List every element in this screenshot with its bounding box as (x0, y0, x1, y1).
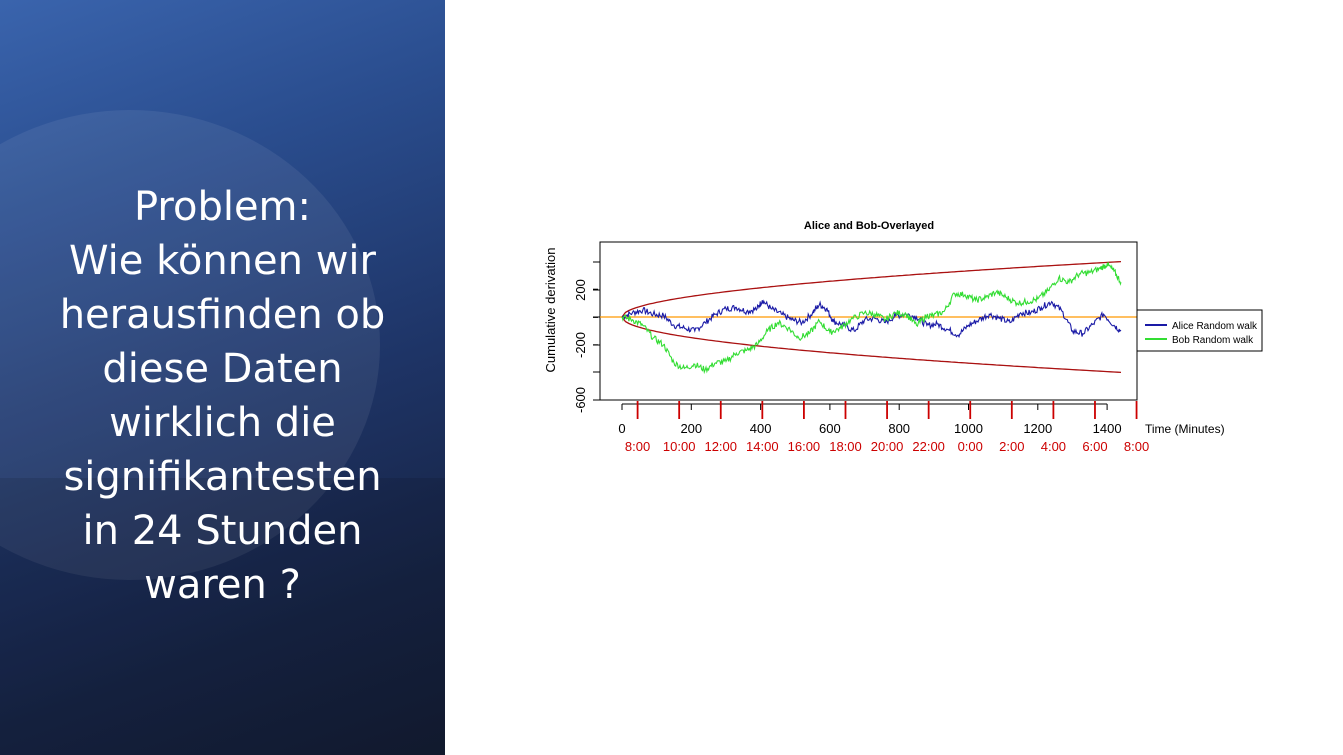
time-tick-label: 6:00 (1082, 439, 1107, 454)
time-tick-label: 0:00 (958, 439, 983, 454)
y-tick-label: -600 (573, 387, 588, 413)
series-line-bob (621, 262, 1122, 375)
time-tick-label: 10:00 (663, 439, 696, 454)
y-tick-label: 200 (573, 279, 588, 301)
time-tick-label: 14:00 (746, 439, 779, 454)
time-tick-label: 22:00 (912, 439, 945, 454)
envelope-upper (621, 260, 1122, 318)
x-axis-label: Time (Minutes) (1145, 422, 1225, 436)
legend: Alice Random walk Bob Random walk (1136, 309, 1263, 352)
time-tick-label: 4:00 (1041, 439, 1066, 454)
slide-title: Problem: Wie können wir herausfinden ob … (10, 180, 435, 612)
x-tick-label: 400 (750, 421, 772, 436)
title-line: Wie können wir (69, 238, 376, 284)
x-tick-label: 1400 (1093, 421, 1122, 436)
title-line: wirklich die (109, 400, 336, 446)
title-line: diese Daten (102, 346, 343, 392)
y-axis-label: Cumulative derivation (543, 247, 558, 372)
legend-label-alice: Alice Random walk (1172, 321, 1258, 332)
plot-area (600, 260, 1137, 375)
title-line: herausfinden ob (59, 292, 386, 338)
title-panel: Problem: Wie können wir herausfinden ob … (0, 0, 445, 755)
legend-box (1136, 309, 1263, 352)
chart-title: Alice and Bob-Overlayed (804, 220, 934, 232)
x-tick-label: 200 (680, 421, 702, 436)
series-line-alice (621, 299, 1122, 339)
time-tick-label: 18:00 (829, 439, 862, 454)
title-line: in 24 Stunden (82, 508, 363, 554)
time-tick-label: 12:00 (704, 439, 737, 454)
envelope-lower (621, 316, 1122, 374)
x-tick-label: 0 (618, 421, 625, 436)
title-line: waren ? (144, 562, 301, 608)
legend-label-bob: Bob Random walk (1172, 335, 1254, 346)
y-tick-label: -200 (573, 332, 588, 358)
time-tick-label: 20:00 (871, 439, 904, 454)
time-tick-label: 16:00 (788, 439, 821, 454)
x-tick-label: 1200 (1023, 421, 1052, 436)
x-tick-label: 600 (819, 421, 841, 436)
time-tick-label: 8:00 (625, 439, 650, 454)
decorative-band (0, 478, 445, 755)
title-line: signifikantesten (63, 454, 382, 500)
title-line: Problem: (133, 184, 311, 230)
time-tick-label: 8:00 (1124, 439, 1149, 454)
x-tick-label: 800 (888, 421, 910, 436)
time-tick-label: 2:00 (999, 439, 1024, 454)
x-tick-label: 1000 (954, 421, 983, 436)
